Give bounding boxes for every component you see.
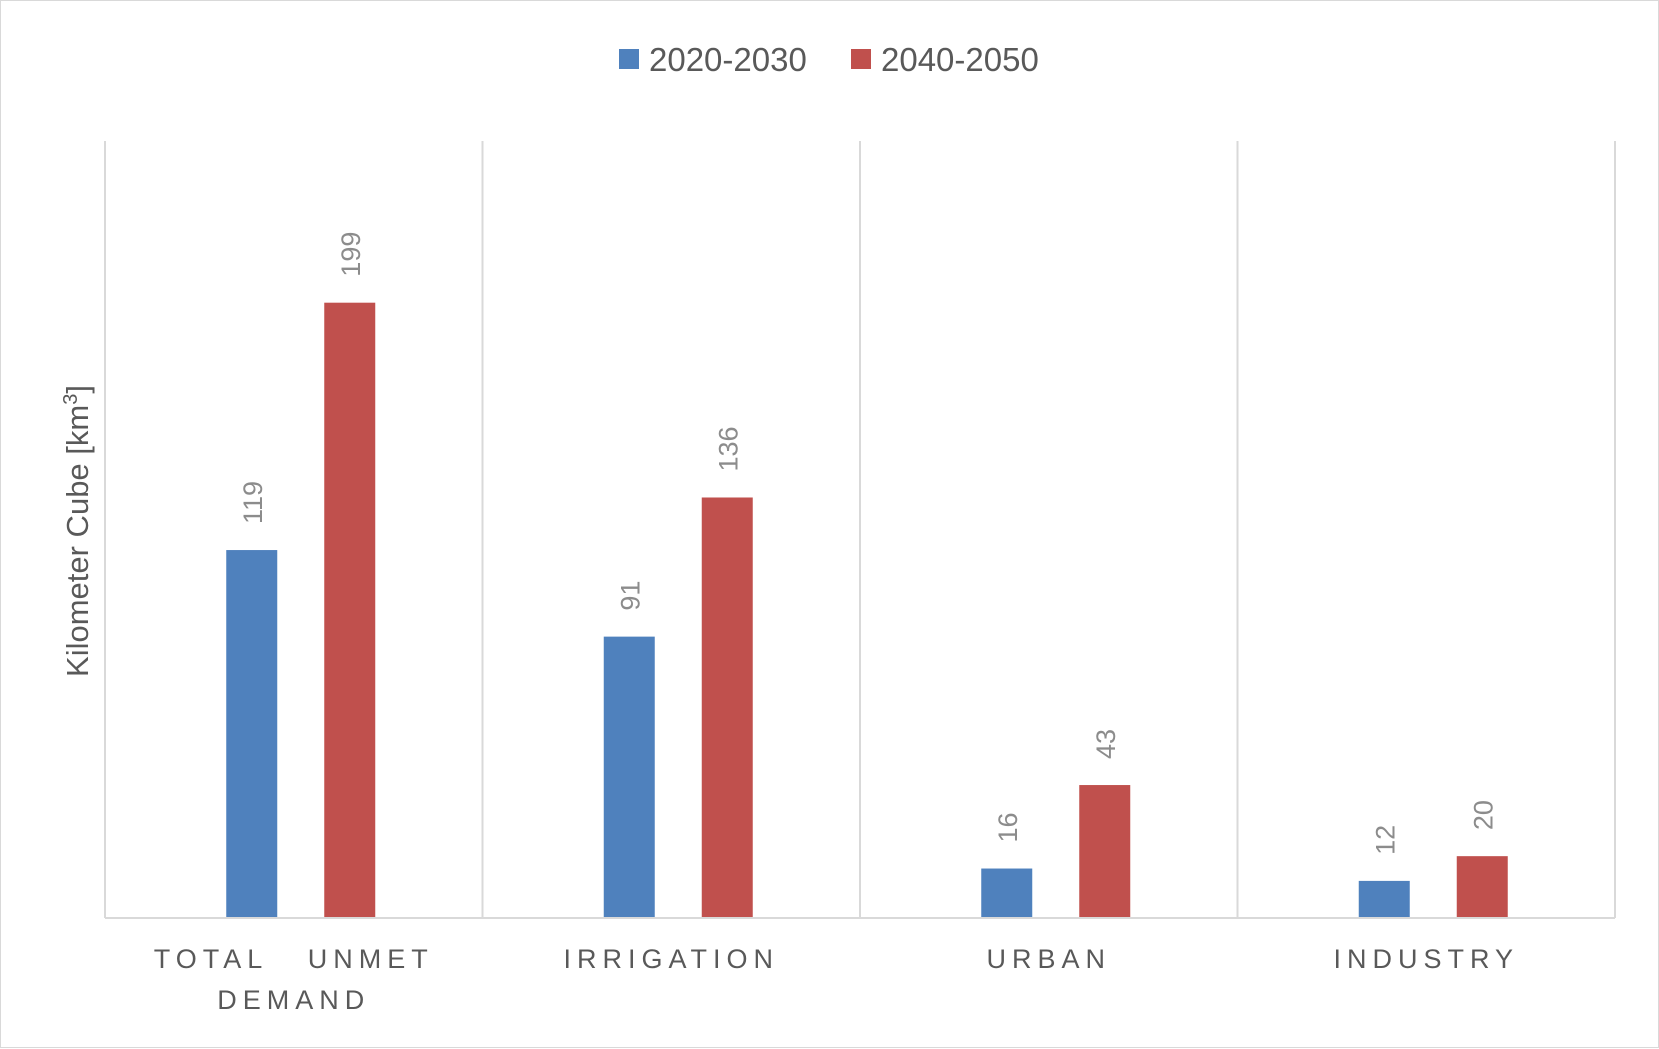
data-label-urban-2020-2030: 16 bbox=[993, 812, 1023, 842]
y-axis-label: Kilometer Cube [km3] bbox=[60, 385, 95, 677]
bar-total-unmet-demand-2020-2030 bbox=[226, 550, 278, 918]
y-axis-label-main: Kilometer Cube [km bbox=[60, 405, 95, 677]
bar-irrigation-2020-2030 bbox=[603, 636, 655, 918]
category-label-total-unmet-demand-line-2: DEMAND bbox=[217, 985, 370, 1015]
bar-industry-2040-2050 bbox=[1456, 856, 1508, 918]
legend-swatch-2040-2050 bbox=[851, 49, 871, 69]
category-label-industry: INDUSTRY bbox=[1333, 944, 1519, 974]
category-labels: TOTAL UNMET DEMAND IRRIGATION URBAN INDUSTRY bbox=[154, 944, 1519, 1015]
legend-label-2040-2050: 2040-2050 bbox=[881, 41, 1039, 78]
data-label-irrigation-2020-2030: 91 bbox=[615, 581, 645, 611]
data-label-industry-2040-2050: 20 bbox=[1468, 800, 1498, 830]
y-axis-label-end: ] bbox=[60, 385, 95, 394]
legend: 2020-2030 2040-2050 bbox=[619, 41, 1039, 78]
bar-urban-2020-2030 bbox=[981, 868, 1033, 918]
legend-label-2020-2030: 2020-2030 bbox=[649, 41, 807, 78]
data-label-total-unmet-demand-2040-2050: 199 bbox=[336, 232, 366, 277]
category-label-urban: URBAN bbox=[986, 944, 1111, 974]
y-axis-label-superscript: 3 bbox=[60, 394, 82, 405]
data-label-industry-2020-2030: 12 bbox=[1370, 825, 1400, 855]
bars bbox=[226, 302, 1508, 918]
bar-total-unmet-demand-2040-2050 bbox=[324, 302, 376, 918]
bar-urban-2040-2050 bbox=[1079, 785, 1131, 918]
data-label-irrigation-2040-2050: 136 bbox=[713, 426, 743, 471]
data-labels: 119 199 91 136 16 43 12 20 bbox=[238, 232, 1499, 855]
data-label-urban-2040-2050: 43 bbox=[1091, 729, 1121, 759]
bar-industry-2020-2030 bbox=[1358, 880, 1410, 918]
data-label-total-unmet-demand-2020-2030: 119 bbox=[238, 481, 268, 524]
category-gridlines bbox=[104, 141, 1616, 918]
category-label-irrigation: IRRIGATION bbox=[563, 944, 779, 974]
legend-swatch-2020-2030 bbox=[619, 49, 639, 69]
bar-irrigation-2040-2050 bbox=[701, 497, 753, 918]
category-label-total-unmet-demand-line-1: TOTAL UNMET bbox=[154, 944, 434, 974]
